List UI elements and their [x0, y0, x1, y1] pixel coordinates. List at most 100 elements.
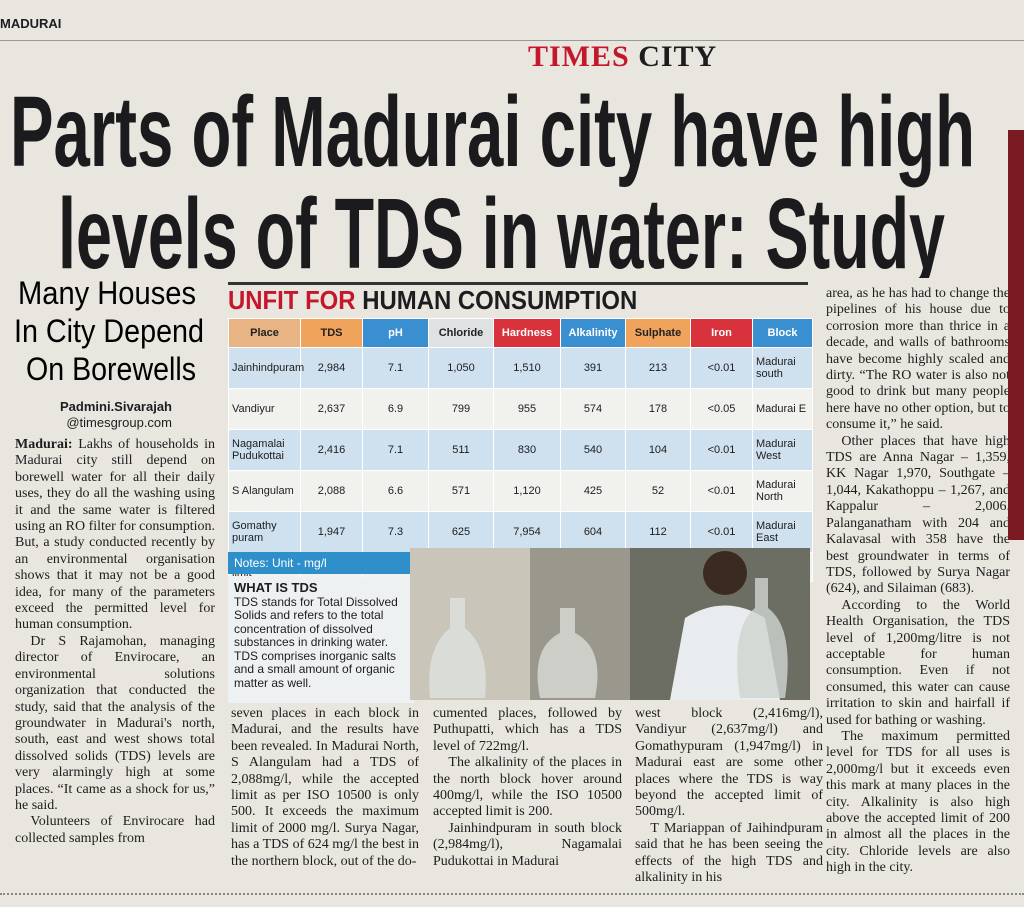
paragraph: The alkalinity of the places in the nort…: [433, 755, 622, 821]
section-black: CITY: [638, 40, 718, 73]
table-cell: 178: [625, 388, 691, 430]
table-cell: 830: [493, 429, 561, 471]
column: seven places in each block in Madurai, a…: [231, 706, 419, 886]
paragraph-text: Dr S Rajamohan, managing director of Env…: [15, 633, 215, 813]
table-cell: 1,050: [428, 347, 494, 389]
table-cell: 6.9: [362, 388, 429, 430]
table-cell: <0.01: [690, 347, 753, 389]
table-cell: 425: [560, 470, 626, 512]
table-wrap: Place TDS pH Chloride Hardness Alkalinity Sulp…: [228, 318, 813, 582]
paragraph-text: According to the World Health Organisati…: [826, 597, 1010, 728]
table-title: UNFIT FOR HUMAN CONSUMPTION: [228, 285, 637, 316]
table-cell: Vandiyur: [228, 388, 301, 430]
table-title-black: HUMAN CONSUMPTION: [362, 285, 638, 315]
paragraph-text: Lakhs of households in Madurai city stil…: [15, 437, 215, 633]
table-cell: 625: [428, 511, 494, 553]
table-cell: Madurai East: [752, 511, 813, 553]
paragraph: seven places in each block in Madurai, a…: [231, 706, 419, 870]
photo: [410, 548, 810, 700]
table-cell: Madurai North: [752, 470, 813, 512]
table-header: Place: [228, 318, 301, 348]
table-row: Vandiyur 2,637 6.9 799 955 574 178 <0.05 Madurai…: [228, 388, 813, 430]
box: WHAT IS TDS TDS stands for Total Dissolve…: [228, 577, 414, 703]
table-cell: 2,088: [300, 470, 363, 512]
paragraph-text: The alkalinity of the places in the nort…: [433, 755, 622, 820]
table-header: Chloride: [428, 318, 494, 348]
paragraph: area, as he has had to change the pipeli…: [826, 286, 1010, 434]
paragraph: T Mariappan of Jaihindpuram said that he…: [635, 821, 823, 886]
paragraph-text: Jainhindpuram in south block (2,984mg/l)…: [433, 820, 622, 869]
table-cell: 2,416: [300, 429, 363, 471]
table-header: Sulphate: [625, 318, 691, 348]
paragraph: The maximum permitted level for TDS for …: [826, 729, 1010, 877]
table-cell: <0.05: [690, 388, 753, 430]
table-cell: 511: [428, 429, 494, 471]
table-rule: [228, 282, 808, 285]
box-title: WHAT IS TDS: [234, 580, 318, 595]
table: Place TDS pH Chloride Hardness Alkalinity Sulp…: [228, 318, 813, 582]
table-cell: 2,984: [300, 347, 363, 389]
subhead: Many Houses In City Depend On Borewells: [14, 275, 204, 387]
table-row: Jainhindpuram 2,984 7.1 1,050 1,510 391 213 <0.…: [228, 347, 813, 389]
paragraph: cumented places, followed by Puthupatti,…: [433, 706, 622, 755]
table-header: Hardness: [493, 318, 561, 348]
box-body: TDS stands for Total Dissolved Solids an…: [234, 594, 398, 690]
paragraph-text: area, as he has had to change the pipeli…: [826, 286, 1010, 433]
paragraph-text: west block (2,416mg/l), Vandiyur (2,637m…: [635, 706, 823, 820]
column: west block (2,416mg/l), Vandiyur (2,637m…: [635, 706, 823, 886]
table-cell: <0.01: [690, 511, 753, 553]
table-cell: 213: [625, 347, 691, 389]
table-header: Alkalinity: [560, 318, 626, 348]
table-row: Gomathy puram 1,947 7.3 625 7,954 604 112 <0.01…: [228, 511, 813, 553]
table-row: Nagamalai Pudukottai 2,416 7.1 511 830 540 104…: [228, 429, 813, 471]
table-header: Iron: [690, 318, 753, 348]
table-cell: 571: [428, 470, 494, 512]
section: TIMES CITY: [528, 40, 717, 74]
subhead-line: In City Depend: [14, 313, 204, 349]
headline-line: Parts of Madurai city have high: [10, 78, 975, 188]
table-cell: 540: [560, 429, 626, 471]
table-cell: 104: [625, 429, 691, 471]
table-cell: 574: [560, 388, 626, 430]
table-notes: Notes: Unit - mg/l: [228, 552, 410, 574]
paragraph: Dr S Rajamohan, managing director of Env…: [15, 634, 215, 814]
table-cell: 799: [428, 388, 494, 430]
table-cell: 112: [625, 511, 691, 553]
table-cell: 7.1: [362, 347, 429, 389]
subhead-line: On Borewells: [26, 351, 196, 387]
paragraph-text: cumented places, followed by Puthupatti,…: [433, 706, 622, 754]
table-cell: Jainhindpuram: [228, 347, 304, 389]
table-cell: 2,637: [300, 388, 363, 430]
table-cell: 7.1: [362, 429, 429, 471]
rule: [0, 40, 1024, 41]
paragraph: west block (2,416mg/l), Vandiyur (2,637m…: [635, 706, 823, 821]
column: cumented places, followed by Puthupatti,…: [433, 706, 622, 886]
table-row: S Alangulam 2,088 6.6 571 1,120 425 52 <0.01 Mad…: [228, 470, 813, 512]
edge-strip: [1008, 130, 1024, 540]
table-cell: Nagamalai Pudukottai: [228, 429, 301, 471]
paragraph-text: T Mariappan of Jaihindpuram said that he…: [635, 820, 823, 886]
table-header: Block: [752, 318, 813, 348]
paragraph-text: Other places that have high TDS are Anna…: [826, 433, 1010, 597]
location: MADURAI: [0, 16, 62, 31]
headline-line: levels of TDS in water: Study: [58, 178, 945, 278]
column: area, as he has had to change the pipeli…: [826, 286, 1010, 883]
table-cell: 52: [625, 470, 691, 512]
table-cell: Madurai West: [752, 429, 813, 471]
table-header: pH: [362, 318, 429, 348]
table-cell: 6.6: [362, 470, 429, 512]
headline: Parts of Madurai city have high levels o…: [10, 78, 975, 278]
table-header: TDS: [300, 318, 363, 348]
table-cell: 1,947: [300, 511, 363, 553]
table-cell: 7.3: [362, 511, 429, 553]
table-cell: 955: [493, 388, 561, 430]
table-cell: S Alangulam: [228, 470, 301, 512]
paragraph: Volunteers of Envirocare had collected s…: [15, 814, 215, 847]
paragraph: According to the World Health Organisati…: [826, 598, 1010, 729]
column: Madurai: Lakhs of households in Madurai …: [15, 437, 215, 883]
table-cell: 1,120: [493, 470, 561, 512]
paragraph-text: The maximum permitted level for TDS for …: [826, 728, 1010, 876]
section-red: TIMES: [528, 40, 630, 73]
paragraph-text: Volunteers of Envirocare had collected s…: [15, 814, 215, 846]
